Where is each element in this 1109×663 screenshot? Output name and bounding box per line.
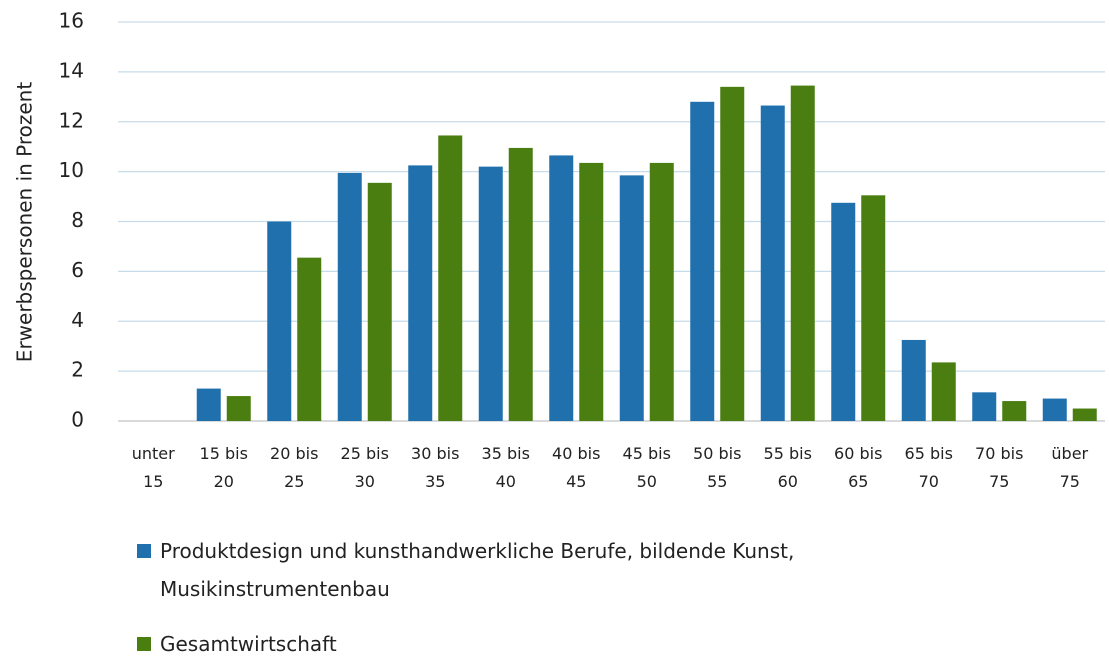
x-tick-label: 20 bis 25 [270,444,319,491]
bar [972,392,997,421]
bar [408,165,433,421]
y-axis-label: Erwerbspersonen in Prozent [13,82,37,363]
x-tick-label: 45 bis 50 [622,444,671,491]
bar [508,147,533,421]
bar [549,155,574,421]
bar [297,257,322,421]
bar [337,172,362,421]
bar [649,162,674,421]
x-tick-label: 65 bis 70 [904,444,953,491]
y-tick-label: 4 [71,308,84,332]
x-tick-label: 30 bis 35 [411,444,460,491]
bar [790,85,815,421]
x-tick-label: 15 bis 20 [199,444,248,491]
x-tick-label: 50 bis 55 [693,444,742,491]
bar [720,86,745,422]
bar [831,202,856,421]
bar [579,162,604,421]
x-tick-label: 40 bis 45 [552,444,601,491]
bar [367,182,392,421]
y-tick-label: 2 [71,358,84,382]
bar [1002,401,1027,421]
legend-swatch [137,637,151,651]
bar [619,175,644,421]
legend-entry: Gesamtwirtschaft [137,625,1020,663]
x-tick-label: 25 bis 30 [340,444,389,491]
y-tick-label: 16 [59,9,84,33]
y-tick-label: 8 [71,208,84,232]
legend-label: Gesamtwirtschaft [160,632,337,656]
bar [438,135,463,421]
y-tick-label: 12 [59,108,84,132]
legend-entry: Produktdesign und kunsthandwerkliche Ber… [137,532,1020,608]
bar [1042,398,1067,421]
x-tick-label: unter 15 [131,444,175,491]
bar [690,101,715,422]
bar [478,166,503,421]
y-tick-label: 10 [59,158,84,182]
x-tick-label: 60 bis 65 [834,444,883,491]
bar [226,396,251,421]
legend-label: Produktdesign und kunsthandwerkliche Ber… [160,539,795,601]
bar [267,221,292,421]
x-tick-label: 55 bis 60 [763,444,812,491]
y-tick-label: 6 [71,258,84,282]
bar [861,195,886,421]
bar [1072,408,1097,421]
x-tick-label: über 75 [1051,444,1089,491]
y-tick-label: 14 [59,58,84,82]
bar [196,388,221,421]
bar [760,105,785,422]
bar [901,339,926,421]
legend-swatch [137,544,151,558]
x-tick-label: 35 bis 40 [481,444,530,491]
bar [931,362,956,421]
y-tick-label: 0 [71,408,84,432]
x-tick-label: 70 bis 75 [975,444,1024,491]
